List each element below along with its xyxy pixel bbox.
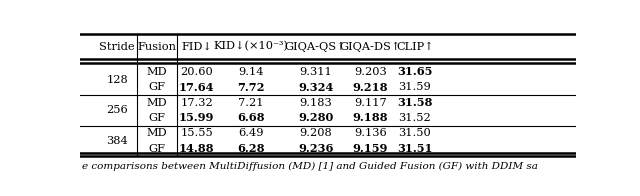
Text: e comparisons between MultiDiffusion (MD) [1] and Guided Fusion (GF) with DDIM s: e comparisons between MultiDiffusion (MD… [83, 162, 538, 171]
Text: MD: MD [147, 98, 167, 108]
Text: 9.183: 9.183 [300, 98, 332, 108]
Text: 9.236: 9.236 [298, 143, 333, 154]
Text: 384: 384 [106, 136, 128, 146]
Text: 9.188: 9.188 [353, 113, 388, 123]
Text: GIQA-DS↑: GIQA-DS↑ [339, 41, 401, 52]
Text: MD: MD [147, 128, 167, 138]
Text: 31.58: 31.58 [397, 97, 433, 108]
Text: CLIP↑: CLIP↑ [396, 42, 434, 52]
Text: FID↓: FID↓ [181, 42, 212, 52]
Text: 9.203: 9.203 [354, 67, 387, 77]
Text: 9.14: 9.14 [238, 67, 264, 77]
Text: 15.55: 15.55 [180, 128, 213, 138]
Text: 31.50: 31.50 [399, 128, 431, 138]
Text: 9.218: 9.218 [353, 82, 388, 93]
Text: 9.280: 9.280 [298, 113, 333, 123]
Text: 9.311: 9.311 [300, 67, 332, 77]
Text: 9.159: 9.159 [353, 143, 388, 154]
Text: KID↓(×10⁻³): KID↓(×10⁻³) [214, 41, 289, 52]
Text: 17.32: 17.32 [180, 98, 213, 108]
Text: 128: 128 [106, 75, 128, 85]
Text: 7.72: 7.72 [237, 82, 265, 93]
Text: Fusion: Fusion [138, 42, 177, 52]
Text: 6.68: 6.68 [237, 113, 265, 123]
Text: GF: GF [148, 82, 165, 92]
Text: GF: GF [148, 144, 165, 154]
Text: 9.117: 9.117 [354, 98, 387, 108]
Text: GF: GF [148, 113, 165, 123]
Text: 31.51: 31.51 [397, 143, 433, 154]
Text: 20.60: 20.60 [180, 67, 213, 77]
Text: 6.28: 6.28 [237, 143, 265, 154]
Text: MD: MD [147, 67, 167, 77]
Text: 7.21: 7.21 [238, 98, 264, 108]
Text: 6.49: 6.49 [238, 128, 264, 138]
Text: 14.88: 14.88 [179, 143, 214, 154]
Text: 15.99: 15.99 [179, 113, 214, 123]
Text: 31.59: 31.59 [399, 82, 431, 92]
Text: 31.65: 31.65 [397, 66, 433, 77]
Text: 9.136: 9.136 [354, 128, 387, 138]
Text: 9.208: 9.208 [300, 128, 332, 138]
Text: Stride: Stride [99, 42, 135, 52]
Text: GIQA-QS↑: GIQA-QS↑ [285, 41, 346, 52]
Text: 9.324: 9.324 [298, 82, 333, 93]
Text: 256: 256 [106, 105, 128, 115]
Text: 17.64: 17.64 [179, 82, 214, 93]
Text: 31.52: 31.52 [399, 113, 431, 123]
